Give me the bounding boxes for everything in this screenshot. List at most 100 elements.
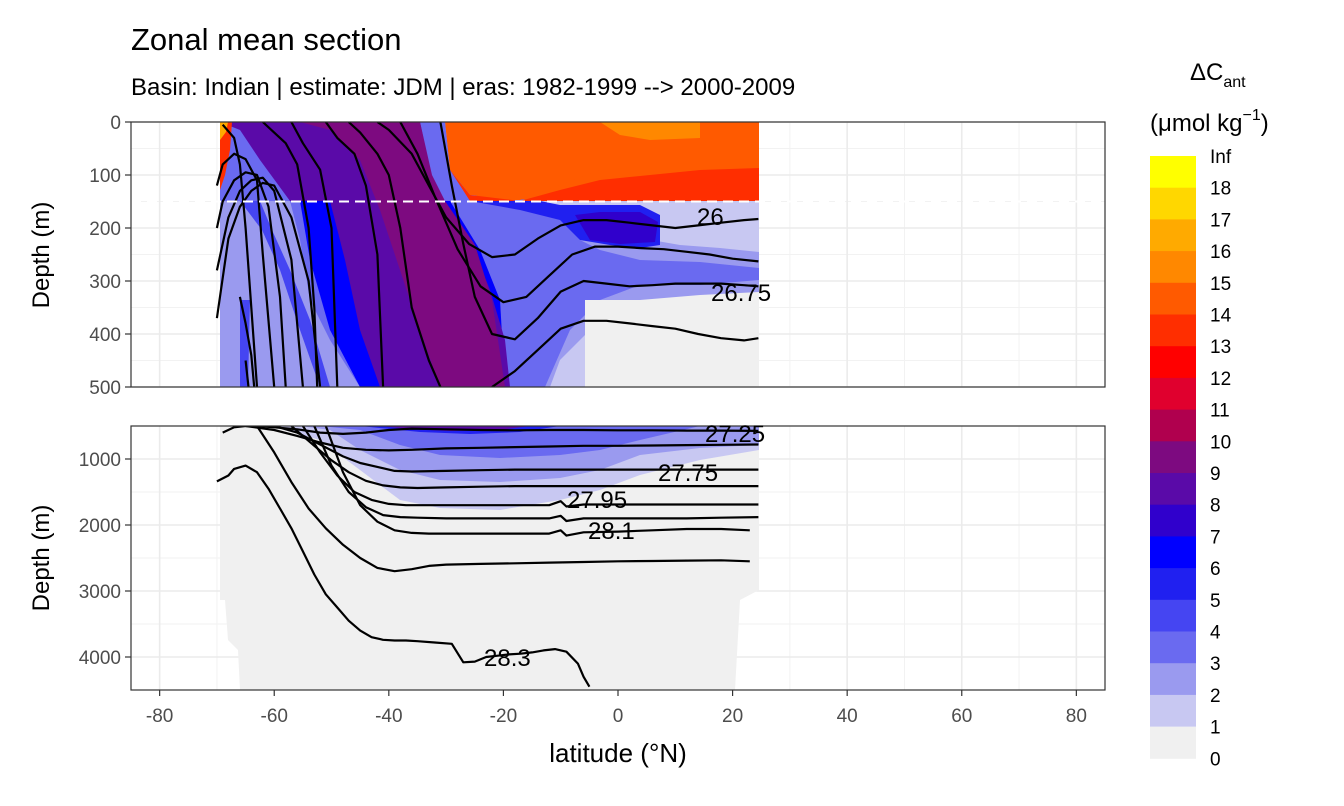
y-tick-label: 2000 bbox=[79, 516, 121, 537]
x-tick-label: 60 bbox=[951, 706, 972, 727]
legend-key bbox=[1150, 346, 1196, 379]
legend-level-label: 10 bbox=[1210, 432, 1231, 453]
y-tick-label: 400 bbox=[89, 325, 121, 346]
lower-panel bbox=[130, 425, 1106, 691]
legend-key bbox=[1150, 663, 1196, 696]
isopycnal-label-28-1: 28.1 bbox=[588, 518, 635, 545]
y-tick-label: 200 bbox=[89, 219, 121, 240]
legend-level-label: 4 bbox=[1210, 623, 1221, 644]
legend-level-label: 2 bbox=[1210, 686, 1221, 707]
legend-key bbox=[1150, 473, 1196, 506]
isopycnal-line bbox=[221, 123, 259, 387]
legend-level-label: 15 bbox=[1210, 274, 1231, 295]
y-tick-label: 100 bbox=[89, 166, 121, 187]
legend-level-label: 13 bbox=[1210, 337, 1231, 358]
legend-key bbox=[1150, 568, 1196, 601]
legend: ΔCant (μmol kg−1) Inf1817161514131211109… bbox=[1150, 59, 1269, 770]
legend-key bbox=[1150, 377, 1196, 411]
y-tick-label: 4000 bbox=[79, 648, 121, 669]
isopycnal-line bbox=[215, 152, 276, 387]
legend-key bbox=[1150, 251, 1196, 284]
y-tick-label: 300 bbox=[89, 272, 121, 293]
isopycnal-line bbox=[238, 296, 256, 387]
legend-level-label: Inf bbox=[1210, 147, 1232, 168]
legend-level-label: 5 bbox=[1210, 591, 1221, 612]
y-axis-label-lower: Depth (m) bbox=[28, 505, 55, 612]
y-tick-label: 500 bbox=[89, 378, 121, 399]
legend-level-label: 12 bbox=[1210, 369, 1231, 390]
legend-key bbox=[1150, 694, 1196, 728]
x-tick-label: 80 bbox=[1066, 706, 1087, 727]
legend-key bbox=[1150, 409, 1196, 442]
x-tick-label: 0 bbox=[613, 706, 624, 727]
isopycnal-line bbox=[324, 122, 385, 387]
legend-key bbox=[1150, 504, 1196, 537]
legend-level-label: 11 bbox=[1210, 401, 1230, 422]
legend-level-label: 16 bbox=[1210, 242, 1231, 263]
legend-key bbox=[1150, 282, 1196, 315]
x-axis-label: latitude (°N) bbox=[549, 738, 687, 768]
legend-level-label: 6 bbox=[1210, 559, 1221, 580]
legend-level-label: 9 bbox=[1210, 464, 1221, 485]
isopycnal-line bbox=[290, 426, 759, 490]
legend-unit: (μmol kg−1) bbox=[1150, 107, 1269, 137]
isopycnal-label-27-95: 27.95 bbox=[567, 487, 627, 514]
isopycnal-label-28-3: 28.3 bbox=[484, 645, 531, 672]
legend-level-label: 3 bbox=[1210, 654, 1221, 675]
chart-subtitle: Basin: Indian | estimate: JDM | eras: 19… bbox=[131, 74, 796, 101]
legend-level-label: 17 bbox=[1210, 210, 1231, 231]
isopycnal-line bbox=[439, 122, 759, 341]
legend-level-label: 14 bbox=[1210, 306, 1232, 327]
isopycnal-label-26: 26 bbox=[697, 204, 724, 231]
y-axis-label-upper: Depth (m) bbox=[28, 202, 55, 309]
lower-isopycnals bbox=[216, 426, 759, 688]
legend-key bbox=[1150, 441, 1196, 474]
legend-title: ΔCant bbox=[1190, 59, 1246, 91]
x-tick-label: -40 bbox=[375, 706, 402, 727]
legend-level-label: 18 bbox=[1210, 179, 1231, 200]
x-tick-label: -80 bbox=[146, 706, 173, 727]
isopycnal-line bbox=[215, 171, 287, 387]
isopycnal-line bbox=[324, 426, 750, 537]
isopycnal-line bbox=[262, 122, 319, 387]
isopycnal-line bbox=[376, 122, 759, 259]
legend-level-label: 0 bbox=[1210, 749, 1221, 770]
isopycnal-line bbox=[290, 122, 339, 387]
legend-key bbox=[1150, 314, 1196, 347]
isopycnal-line bbox=[256, 426, 750, 573]
isopycnal-line bbox=[491, 319, 759, 387]
x-tick-label: 20 bbox=[722, 706, 743, 727]
isopycnal-labels: 26 26.75 27.25 27.75 27.95 28.1 28.3 bbox=[484, 204, 771, 672]
legend-key bbox=[1150, 156, 1196, 189]
x-tick-label: -60 bbox=[261, 706, 288, 727]
x-tick-label: 40 bbox=[837, 706, 858, 727]
isopycnal-label-26-75: 26.75 bbox=[711, 280, 771, 307]
isopycnal-line bbox=[301, 426, 759, 508]
x-tick-label: -20 bbox=[490, 706, 517, 727]
legend-level-label: 1 bbox=[1210, 718, 1221, 739]
upper-panel bbox=[130, 121, 1106, 388]
legend-key bbox=[1150, 536, 1196, 569]
legend-key bbox=[1150, 726, 1196, 759]
isopycnal-label-27-75: 27.75 bbox=[658, 460, 718, 487]
isopycnal-label-27-25: 27.25 bbox=[705, 421, 765, 448]
isopycnal-line bbox=[273, 426, 759, 473]
isopycnal-line bbox=[216, 464, 591, 688]
legend-level-label: 7 bbox=[1210, 527, 1221, 548]
chart-title: Zonal mean section bbox=[131, 22, 402, 57]
isopycnal-line bbox=[244, 360, 250, 387]
legend-key bbox=[1150, 599, 1196, 632]
isopycnal-line bbox=[313, 426, 759, 523]
y-tick-label: 3000 bbox=[79, 582, 121, 603]
legend-key bbox=[1150, 219, 1196, 252]
y-tick-label: 1000 bbox=[79, 450, 121, 471]
legend-level-label: 8 bbox=[1210, 496, 1221, 517]
isopycnal-line bbox=[215, 181, 322, 387]
isopycnal-line bbox=[399, 122, 759, 304]
y-tick-label: 0 bbox=[110, 113, 121, 134]
legend-key bbox=[1150, 631, 1196, 664]
legend-key bbox=[1150, 187, 1196, 220]
